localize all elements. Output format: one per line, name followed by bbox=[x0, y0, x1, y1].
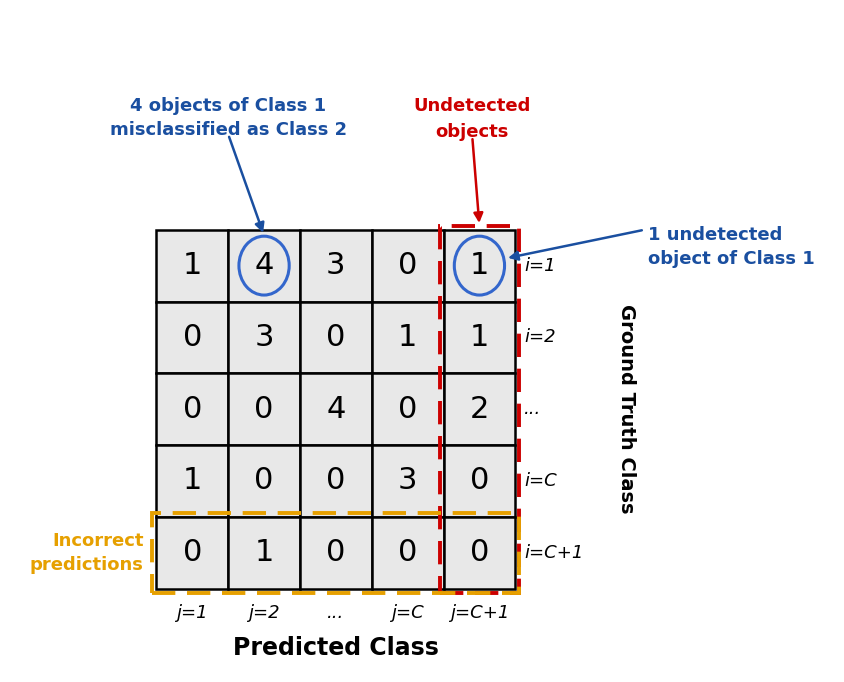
Bar bbox=[228, 445, 300, 517]
Bar bbox=[371, 301, 444, 373]
Bar bbox=[156, 445, 228, 517]
Text: Undetected
objects: Undetected objects bbox=[414, 97, 531, 141]
Bar bbox=[156, 230, 228, 301]
Bar bbox=[300, 373, 371, 445]
Text: j=2: j=2 bbox=[248, 604, 280, 623]
Text: 0: 0 bbox=[182, 395, 202, 424]
Bar bbox=[300, 517, 371, 589]
Bar bbox=[156, 517, 228, 589]
Text: i=1: i=1 bbox=[524, 256, 555, 275]
Bar bbox=[156, 373, 228, 445]
Text: 0: 0 bbox=[326, 466, 345, 496]
Text: 0: 0 bbox=[326, 323, 345, 352]
Text: i=C+1: i=C+1 bbox=[524, 544, 583, 562]
Bar bbox=[444, 301, 516, 373]
Bar bbox=[228, 373, 300, 445]
Text: 0: 0 bbox=[398, 251, 417, 280]
Bar bbox=[444, 517, 516, 589]
Text: 2: 2 bbox=[470, 395, 490, 424]
Text: 1: 1 bbox=[254, 538, 273, 567]
Text: 3: 3 bbox=[398, 466, 418, 496]
Bar bbox=[300, 301, 371, 373]
Text: i=2: i=2 bbox=[524, 329, 555, 346]
Bar bbox=[444, 230, 516, 301]
Text: 1 undetected
object of Class 1: 1 undetected object of Class 1 bbox=[648, 226, 815, 268]
Bar bbox=[440, 226, 519, 593]
Text: 0: 0 bbox=[470, 538, 490, 567]
Text: 1: 1 bbox=[470, 251, 490, 280]
Text: 4 objects of Class 1
misclassified as Class 2: 4 objects of Class 1 misclassified as Cl… bbox=[110, 97, 347, 138]
Text: 3: 3 bbox=[254, 323, 273, 352]
Text: 0: 0 bbox=[182, 323, 202, 352]
Text: 0: 0 bbox=[398, 538, 417, 567]
Bar bbox=[156, 301, 228, 373]
Text: 1: 1 bbox=[182, 466, 202, 496]
Text: 0: 0 bbox=[398, 395, 417, 424]
Bar bbox=[371, 230, 444, 301]
Text: 1: 1 bbox=[398, 323, 417, 352]
Text: 1: 1 bbox=[182, 251, 202, 280]
Bar bbox=[371, 517, 444, 589]
Bar bbox=[300, 230, 371, 301]
Bar bbox=[444, 373, 516, 445]
Text: j=C: j=C bbox=[392, 604, 424, 623]
Text: 3: 3 bbox=[326, 251, 345, 280]
Bar bbox=[300, 445, 371, 517]
Text: 0: 0 bbox=[182, 538, 202, 567]
Text: 4: 4 bbox=[254, 251, 273, 280]
Bar bbox=[371, 445, 444, 517]
Text: 0: 0 bbox=[254, 466, 273, 496]
Text: 0: 0 bbox=[326, 538, 345, 567]
Text: i=C: i=C bbox=[524, 472, 557, 490]
Text: 4: 4 bbox=[326, 395, 345, 424]
Text: 0: 0 bbox=[470, 466, 490, 496]
Text: j=C+1: j=C+1 bbox=[450, 604, 509, 623]
Text: j=1: j=1 bbox=[176, 604, 208, 623]
Bar bbox=[444, 445, 516, 517]
Bar bbox=[371, 373, 444, 445]
Text: Ground Truth Class: Ground Truth Class bbox=[617, 304, 636, 514]
Bar bbox=[228, 301, 300, 373]
Bar bbox=[228, 230, 300, 301]
Text: Incorrect
predictions: Incorrect predictions bbox=[30, 532, 143, 574]
Bar bbox=[228, 517, 300, 589]
Text: 0: 0 bbox=[254, 395, 273, 424]
Text: ...: ... bbox=[524, 400, 541, 418]
Bar bbox=[153, 513, 519, 593]
Text: 1: 1 bbox=[470, 323, 490, 352]
Text: Predicted Class: Predicted Class bbox=[233, 636, 439, 659]
Text: ...: ... bbox=[327, 604, 344, 623]
